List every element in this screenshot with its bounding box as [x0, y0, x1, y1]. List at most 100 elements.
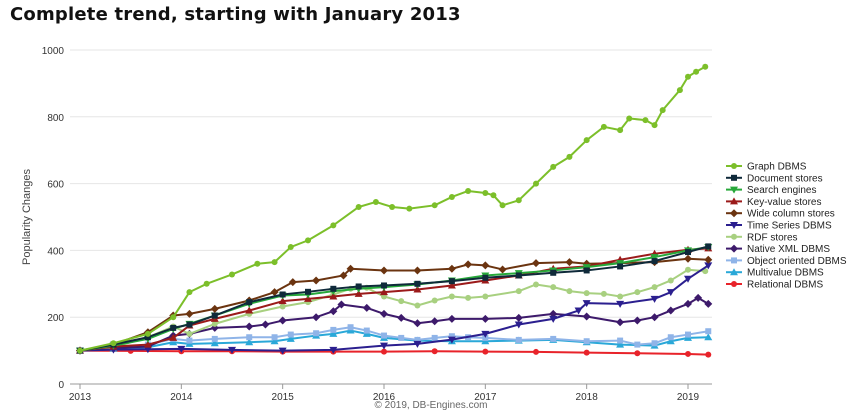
data-point-native-xml-dbms [362, 303, 371, 312]
data-point-rdf-stores [482, 293, 489, 300]
data-point-time-series-dbms [704, 262, 713, 270]
data-point-native-xml-dbms [430, 317, 439, 326]
legend-item-search-engines: Search engines [726, 185, 817, 196]
data-point-time-series-dbms [650, 295, 659, 303]
data-point-relational-dbms [482, 348, 489, 355]
data-point-object-oriented-dbms [651, 340, 658, 347]
data-point-wide-column-stores [684, 254, 692, 263]
series-line-time-series-dbms [79, 264, 709, 352]
x-tick-label: 2018 [576, 392, 599, 403]
data-point-object-oriented-dbms [550, 335, 557, 342]
legend-item-object-oriented-dbms: Object oriented DBMS [726, 256, 847, 267]
data-point-key-value-stores [354, 289, 363, 297]
legend-marker [730, 268, 738, 276]
data-point-relational-dbms [431, 348, 438, 355]
data-point-document-stores [448, 278, 455, 285]
data-point-graph-dbms [144, 330, 151, 337]
data-point-relational-dbms [381, 348, 387, 355]
legend-marker [731, 281, 737, 287]
legend-item-relational-dbms: Relational DBMS [726, 280, 823, 291]
data-point-time-series-dbms [582, 300, 591, 308]
legend-label: Time Series DBMS [747, 221, 832, 232]
data-point-wide-column-stores [498, 265, 507, 274]
data-point-time-series-dbms [514, 321, 523, 329]
legend-label: Key-value stores [747, 197, 821, 208]
data-point-wide-column-stores [288, 278, 297, 287]
data-point-wide-column-stores [339, 271, 348, 280]
legend-label: RDF stores [747, 232, 798, 243]
data-point-multivalue-dbms [329, 329, 338, 337]
data-point-search-engines [650, 254, 659, 262]
data-point-native-xml-dbms [278, 316, 287, 325]
data-point-graph-dbms [406, 205, 413, 212]
data-point-native-xml-dbms [650, 313, 659, 322]
data-point-time-series-dbms [549, 315, 558, 323]
data-point-object-oriented-dbms [186, 337, 193, 344]
grid-lines [70, 49, 712, 385]
data-point-rdf-stores [279, 303, 286, 310]
data-point-time-series-dbms [278, 347, 287, 355]
data-point-graph-dbms [533, 180, 539, 187]
data-point-time-series-dbms [380, 342, 388, 350]
data-point-graph-dbms [651, 122, 658, 129]
data-point-graph-dbms [389, 203, 396, 210]
series-line-relational-dbms [79, 349, 709, 356]
data-point-document-stores [515, 272, 522, 279]
data-point-document-stores [550, 269, 557, 276]
data-point-native-xml-dbms [245, 322, 254, 331]
data-point-graph-dbms [465, 187, 472, 194]
data-point-multivalue-dbms [270, 337, 279, 345]
data-point-wide-column-stores [210, 304, 219, 313]
data-point-graph-dbms [448, 193, 455, 200]
data-point-document-stores [279, 291, 286, 298]
data-point-object-oriented-dbms [330, 326, 337, 333]
data-point-wide-column-stores [413, 266, 422, 275]
data-point-document-stores [211, 312, 218, 319]
data-point-wide-column-stores [312, 276, 321, 285]
data-point-key-value-stores [245, 306, 254, 314]
data-point-rdf-stores [211, 320, 218, 327]
legend-label: Search engines [747, 185, 817, 196]
data-point-time-series-dbms [329, 346, 338, 354]
data-point-object-oriented-dbms [515, 336, 522, 343]
legend-label: Graph DBMS [747, 162, 807, 173]
data-point-multivalue-dbms [616, 340, 625, 348]
legend-marker [730, 186, 738, 194]
data-point-document-stores [685, 249, 691, 256]
data-point-native-xml-dbms [684, 299, 692, 308]
data-point-rdf-stores [667, 277, 674, 284]
legend-label: Native XML DBMS [747, 244, 830, 255]
data-point-rdf-stores [465, 294, 472, 301]
data-point-rdf-stores [634, 289, 641, 296]
data-point-multivalue-dbms [210, 339, 219, 347]
data-point-object-oriented-dbms [634, 341, 641, 348]
data-point-graph-dbms [372, 198, 379, 205]
data-point-wide-column-stores [532, 259, 540, 268]
data-point-graph-dbms [330, 222, 337, 229]
data-point-object-oriented-dbms [705, 328, 712, 335]
data-point-document-stores [186, 321, 193, 328]
data-point-relational-dbms [634, 350, 641, 357]
axes: Popularity Changes 0 200 400 600 800 1000 2013… [21, 46, 700, 403]
data-point-relational-dbms [685, 350, 691, 357]
data-point-graph-dbms [431, 202, 438, 209]
x-tick-label: 2013 [69, 392, 92, 403]
data-point-native-xml-dbms [413, 319, 422, 328]
data-point-time-series-dbms [177, 345, 186, 353]
data-point-object-oriented-dbms [617, 337, 624, 344]
data-point-object-oriented-dbms [667, 334, 674, 341]
data-point-document-stores [583, 267, 590, 274]
data-point-graph-dbms [566, 153, 573, 160]
data-point-wide-column-stores [565, 258, 574, 267]
data-point-rdf-stores [515, 288, 522, 295]
data-point-native-xml-dbms [329, 307, 338, 316]
data-point-native-xml-dbms [616, 318, 625, 327]
legend-marker [730, 197, 738, 205]
series-graph-dbms [77, 63, 709, 354]
legend-marker [730, 209, 738, 218]
data-point-object-oriented-dbms [271, 334, 278, 341]
data-point-time-series-dbms [228, 346, 236, 354]
data-point-object-oriented-dbms [287, 331, 294, 338]
data-point-graph-dbms [515, 197, 522, 204]
